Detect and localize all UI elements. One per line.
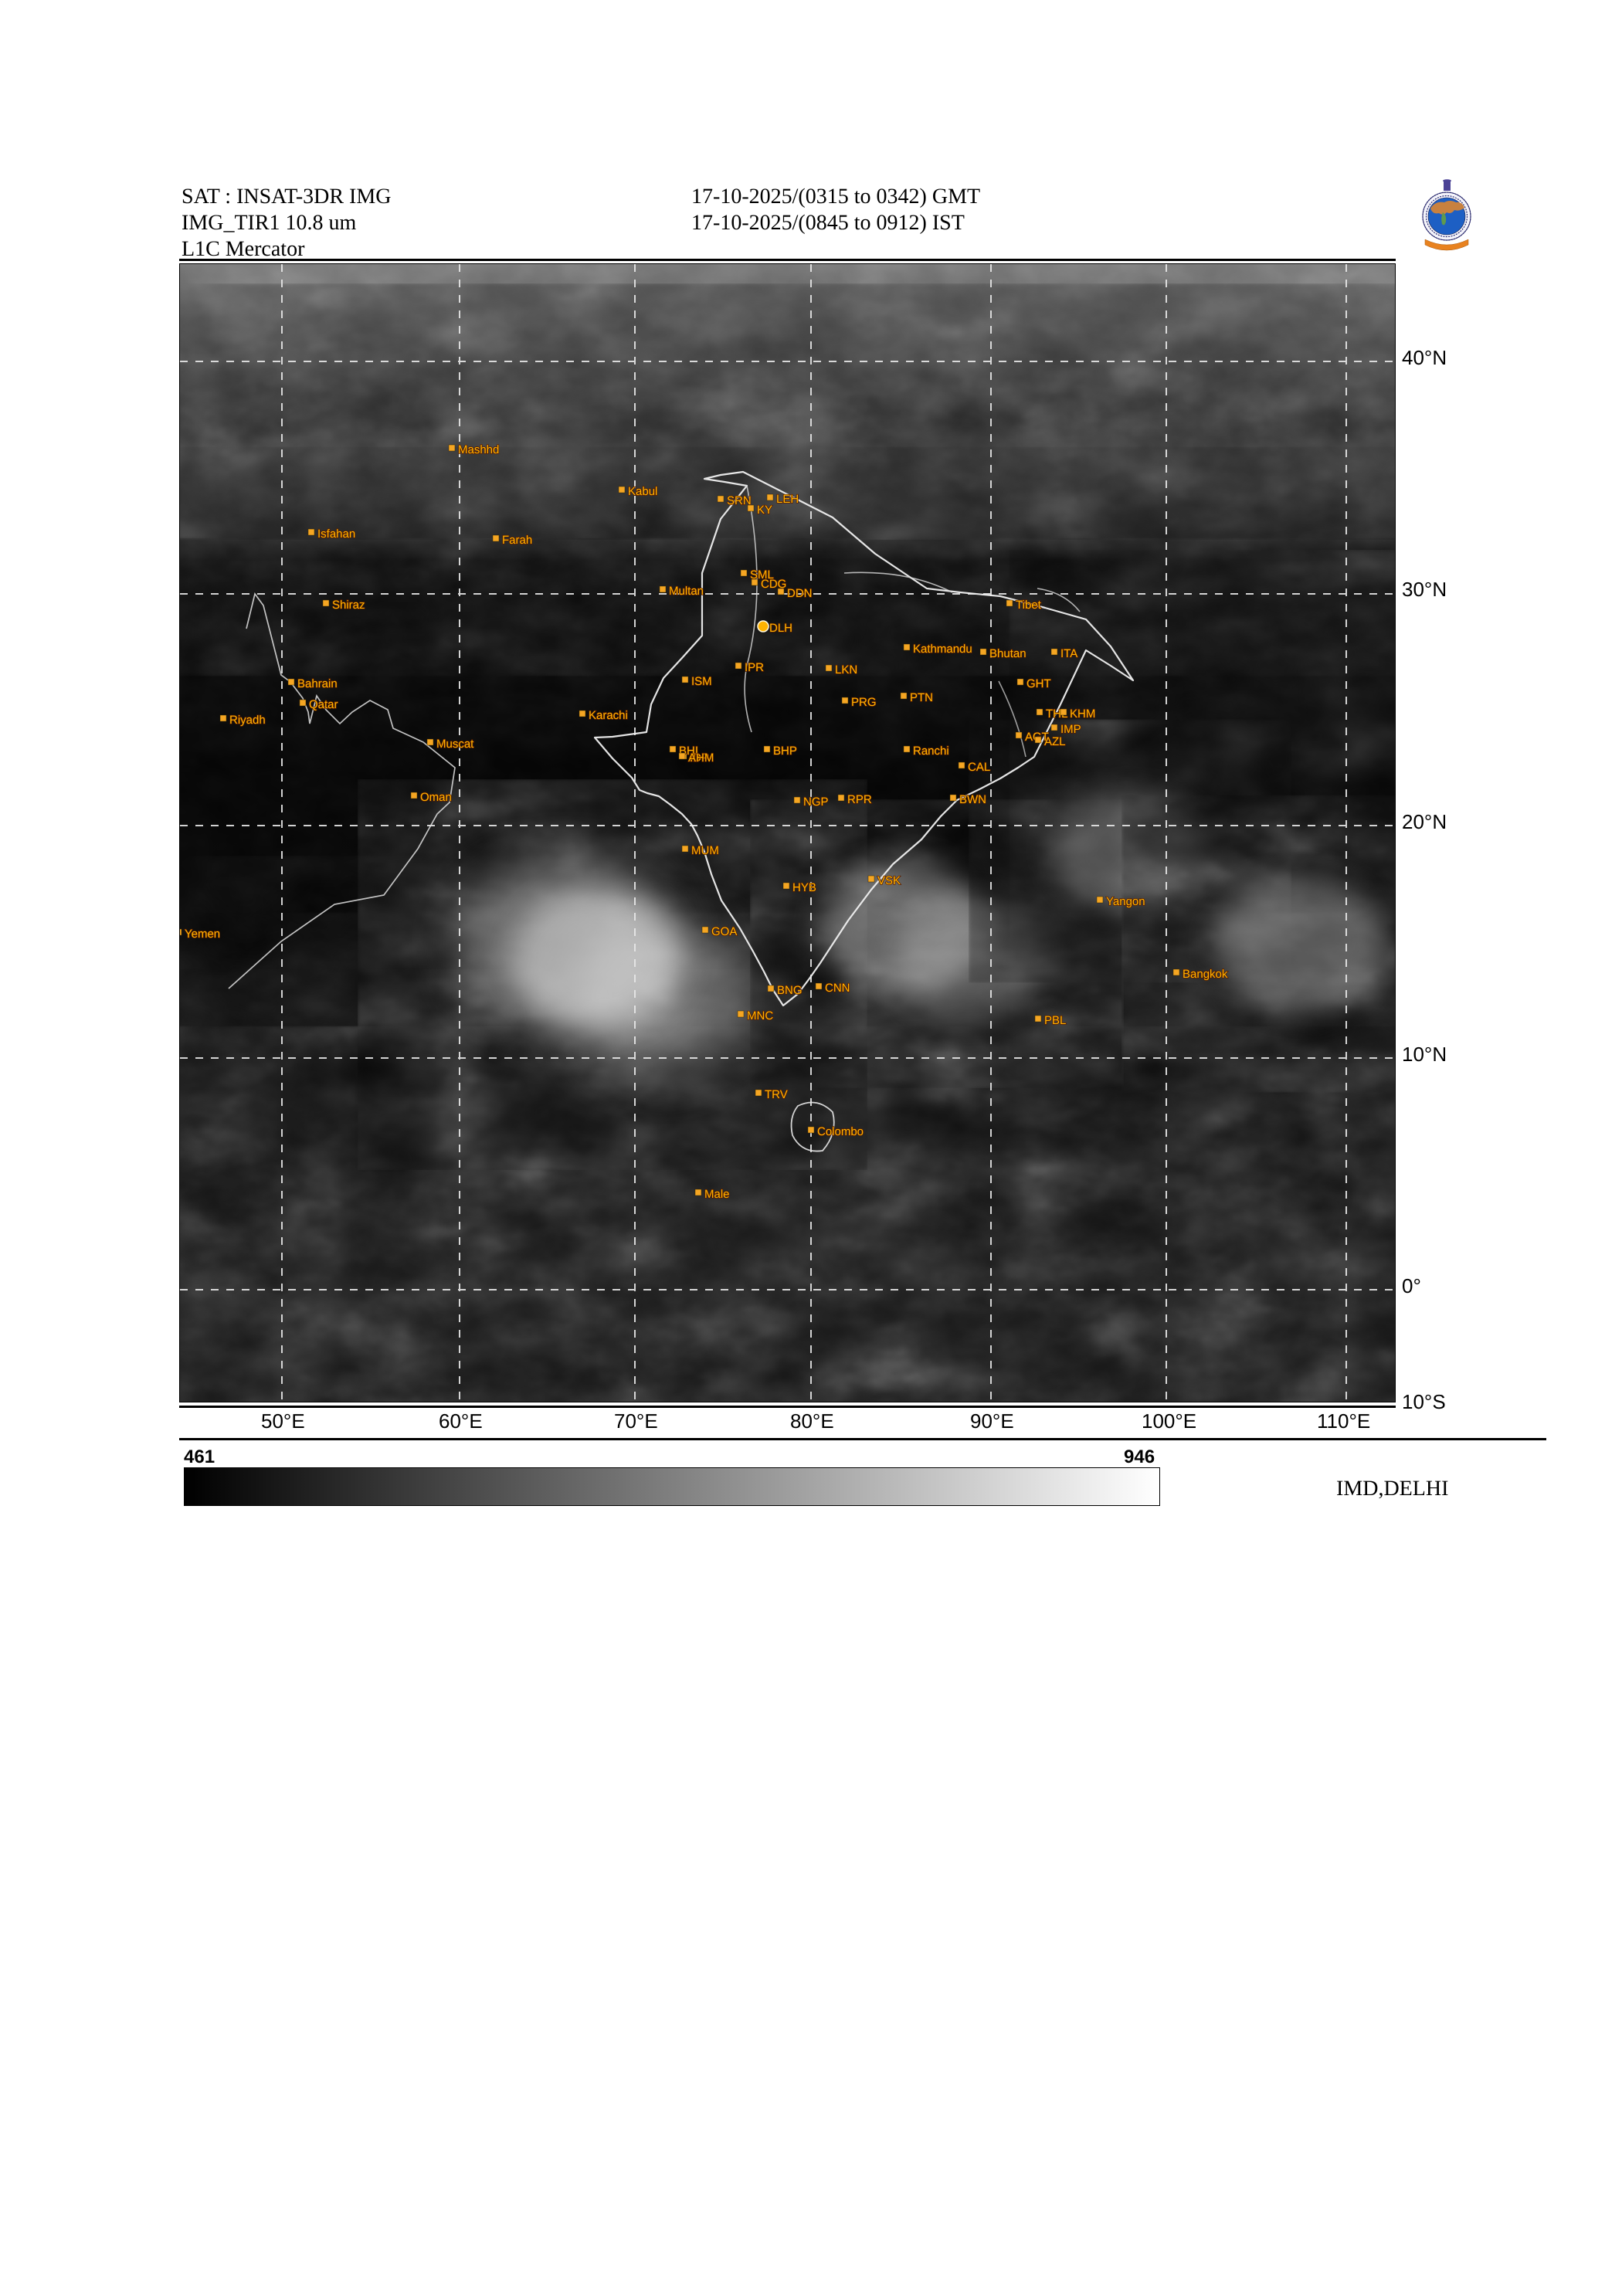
svg-text:Shiraz: Shiraz [332,599,365,612]
svg-text:PTN: PTN [910,691,933,704]
svg-text:LKN: LKN [835,663,857,677]
svg-text:Bangkok: Bangkok [1183,968,1228,981]
svg-text:Karachi: Karachi [589,709,628,722]
svg-text:KHM: KHM [1070,707,1095,721]
svg-text:GHT: GHT [1026,677,1051,690]
svg-text:BWN: BWN [959,793,986,806]
svg-text:KY: KY [757,504,772,517]
svg-text:PRG: PRG [851,696,877,709]
svg-text:Kathmandu: Kathmandu [913,643,972,656]
svg-text:AZL: AZL [1044,735,1066,748]
svg-text:GOA: GOA [711,925,737,938]
svg-text:NGP: NGP [803,795,829,809]
svg-text:Yemen: Yemen [185,928,220,941]
svg-text:IPR: IPR [745,661,764,674]
svg-text:CNN: CNN [825,982,850,995]
svg-text:Isfahan: Isfahan [317,527,355,541]
svg-text:IMP: IMP [1060,723,1081,736]
svg-text:DDN: DDN [787,587,813,600]
svg-text:ITA: ITA [1060,647,1077,660]
svg-text:Muscat: Muscat [436,738,474,751]
svg-text:Riyadh: Riyadh [229,714,266,727]
svg-text:Kabul: Kabul [628,485,657,498]
svg-text:BHP: BHP [773,744,797,758]
svg-text:PBL: PBL [1044,1014,1066,1027]
svg-text:CAL: CAL [968,761,990,774]
svg-text:RPR: RPR [847,793,872,806]
svg-text:Male: Male [704,1188,730,1201]
svg-text:Yangon: Yangon [1106,895,1145,908]
svg-text:HYB: HYB [792,881,816,894]
svg-text:AHM: AHM [688,751,714,765]
svg-text:BNG: BNG [777,984,803,997]
svg-text:VSK: VSK [877,874,901,887]
svg-text:Qatar: Qatar [309,698,338,711]
svg-text:Mashhd: Mashhd [458,443,499,456]
svg-text:DLH: DLH [769,622,792,635]
svg-text:Bahrain: Bahrain [297,677,338,690]
svg-text:TRV: TRV [765,1088,788,1101]
svg-text:Colombo: Colombo [817,1125,864,1138]
svg-text:Oman: Oman [420,791,452,804]
svg-text:ISM: ISM [691,675,712,688]
svg-text:Ranchi: Ranchi [913,744,949,758]
svg-text:Tibet: Tibet [1016,599,1042,612]
svg-text:LEH: LEH [776,493,799,506]
svg-text:MUM: MUM [691,844,719,857]
svg-text:MNC: MNC [747,1009,773,1023]
svg-text:Multan: Multan [669,585,704,598]
svg-text:Bhutan: Bhutan [989,647,1026,660]
svg-text:Farah: Farah [502,534,532,547]
